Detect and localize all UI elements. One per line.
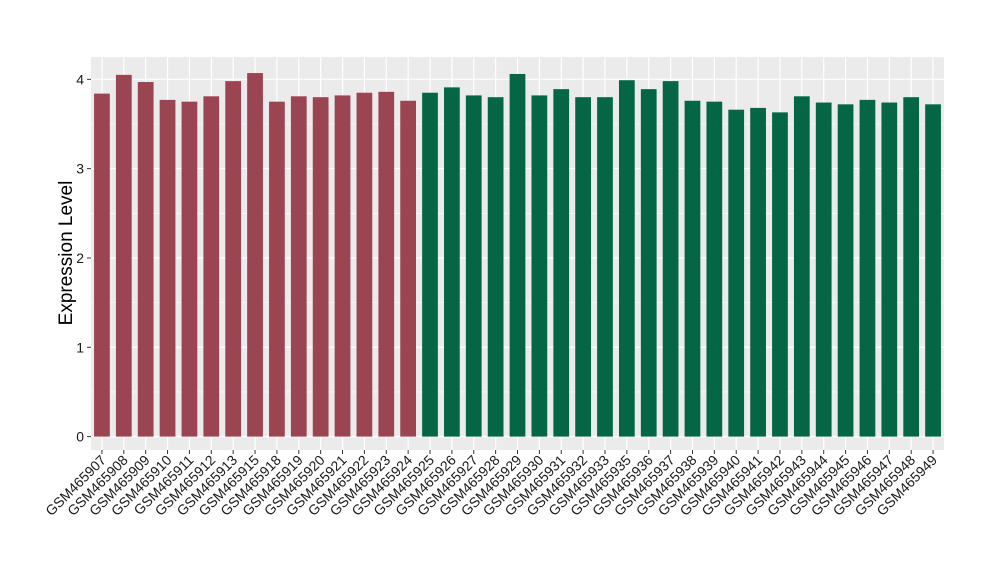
bar-gsm465928 [487, 97, 504, 437]
bar-gsm465938 [684, 100, 701, 437]
bar-gsm465912 [203, 96, 220, 437]
bar-gsm465927 [465, 95, 482, 437]
bar-gsm465923 [378, 91, 395, 437]
bar-gsm465908 [115, 74, 132, 437]
bar-gsm465940 [728, 109, 745, 437]
bar-gsm465915 [247, 73, 263, 437]
bar-gsm465945 [837, 104, 854, 437]
bar-gsm465921 [334, 95, 351, 437]
y-axis-label: Expression Level [56, 181, 77, 326]
bar-gsm465922 [356, 92, 373, 437]
bars [94, 73, 941, 437]
y-tick-label: 0 [76, 429, 84, 445]
y-tick-label: 2 [76, 250, 84, 266]
x-axis-ticks: GSM465907GSM465908GSM465909GSM465910GSM4… [42, 450, 940, 519]
bar-gsm465941 [750, 107, 766, 437]
bar-gsm465936 [640, 89, 657, 437]
bar-gsm465943 [793, 96, 810, 437]
bar-gsm465919 [290, 96, 307, 437]
y-tick-label: 3 [76, 161, 84, 177]
bar-gsm465929 [509, 73, 526, 437]
bar-gsm465932 [575, 97, 591, 437]
y-tick-label: 4 [76, 71, 84, 87]
bar-gsm465926 [444, 87, 460, 437]
bar-gsm465924 [400, 100, 417, 437]
bar-gsm465907 [94, 93, 110, 437]
bar-gsm465937 [662, 81, 679, 437]
bar-gsm465918 [269, 101, 285, 437]
bar-gsm465925 [422, 92, 438, 437]
bar-gsm465935 [618, 80, 635, 437]
bar-gsm465948 [903, 97, 920, 437]
bar-gsm465939 [706, 101, 723, 437]
bar-gsm465920 [312, 97, 329, 437]
bar-gsm465946 [859, 99, 876, 437]
bar-gsm465910 [159, 99, 176, 437]
bar-gsm465909 [137, 82, 154, 437]
bar-gsm465931 [553, 89, 570, 437]
bar-gsm465947 [881, 102, 898, 437]
bar-gsm465949 [925, 104, 941, 437]
bar-gsm465933 [597, 97, 613, 437]
bar-gsm465942 [772, 112, 788, 437]
bar-gsm465944 [815, 102, 832, 437]
bar-gsm465913 [225, 81, 242, 437]
y-tick-label: 1 [76, 339, 84, 355]
y-axis-ticks: 0 1 2 3 4 [76, 71, 91, 445]
bar-gsm465930 [531, 95, 548, 437]
bar-gsm465911 [181, 101, 198, 437]
